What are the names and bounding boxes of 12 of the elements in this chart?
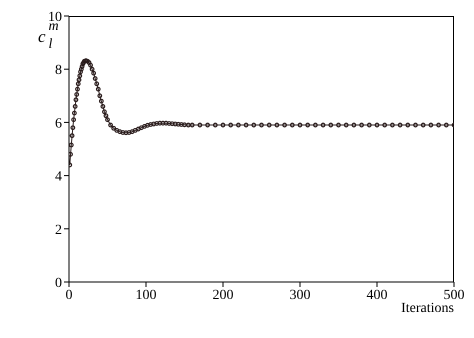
y-tick-label: 2 — [55, 222, 62, 238]
x-tick-label: 400 — [366, 288, 388, 303]
y-tick-label: 4 — [55, 170, 62, 185]
y-tick-label: 8 — [55, 63, 62, 78]
x-tick-label: 500 — [444, 288, 464, 303]
y-tick-label: 0 — [55, 276, 62, 291]
x-tick-label: 100 — [136, 288, 156, 303]
x-tick-label: 0 — [66, 288, 72, 303]
y-tick-label: 6 — [55, 116, 62, 132]
x-tick-label: 300 — [290, 288, 310, 303]
x-tick-label: 200 — [212, 288, 234, 303]
x-axis-title: Iterations — [401, 301, 454, 316]
